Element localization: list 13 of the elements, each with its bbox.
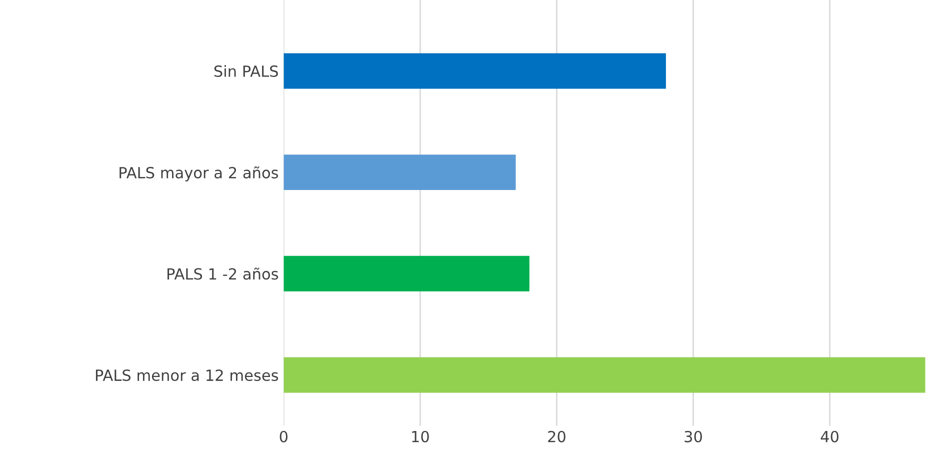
y-tick-label: PALS mayor a 2 años (120, 166, 278, 182)
x-tick-label: 10 (412, 430, 429, 442)
x-tick-label: 30 (684, 430, 702, 442)
y-tick-label: PALS 1 -2 años (168, 268, 278, 280)
y-tick-label: Sin PALS (214, 65, 278, 77)
x-tick-label: 40 (820, 430, 838, 442)
bar (284, 154, 516, 190)
bar (284, 53, 666, 89)
x-tick-label: 0 (280, 430, 288, 442)
x-tick-label: 20 (548, 430, 566, 442)
bar (284, 256, 530, 292)
bar (284, 357, 926, 393)
y-tick-label: PALS menor a 12 meses (96, 369, 278, 382)
